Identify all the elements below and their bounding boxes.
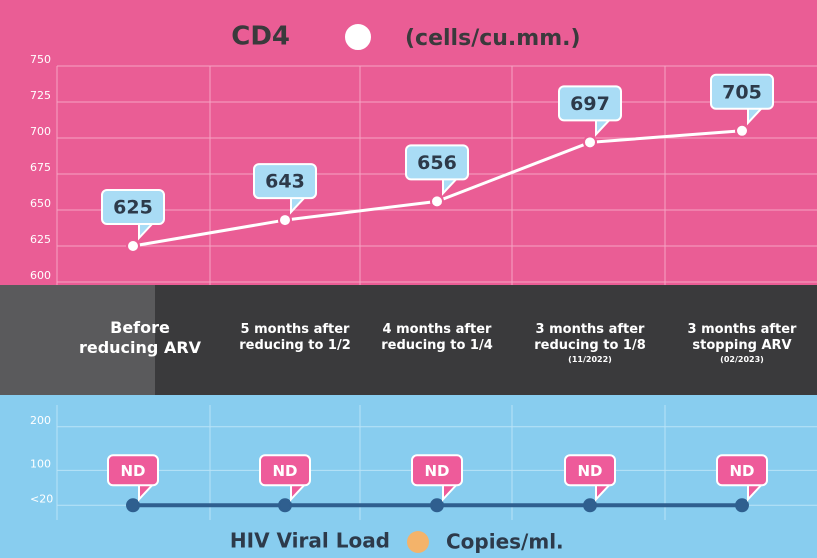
data-label: ND	[577, 462, 602, 480]
y-tick-label: 675	[30, 161, 51, 174]
x-tick-label: 4 months after reducing to 1/4	[367, 322, 507, 355]
callout	[101, 189, 165, 225]
virus-icon	[407, 531, 429, 553]
point	[278, 213, 292, 228]
callout	[716, 454, 768, 487]
category-note: (11/2022)	[568, 354, 612, 364]
data-label: 643	[265, 171, 305, 193]
point	[430, 498, 444, 513]
data-label: 656	[417, 152, 457, 174]
data-label: ND	[120, 462, 145, 480]
category-text: 4 months after reducing to 1/4	[381, 322, 493, 354]
chart-title: HIV Viral Load	[230, 529, 390, 553]
y-tick-label: 750	[30, 53, 51, 66]
y-tick-label: 625	[30, 233, 51, 246]
point	[735, 498, 749, 513]
data-label: ND	[424, 462, 449, 480]
point	[430, 194, 444, 209]
category-text: Before reducing ARV	[78, 318, 202, 357]
point	[735, 123, 749, 138]
cell-icon	[343, 22, 373, 52]
chart-subtitle: Copies/ml.	[446, 530, 564, 554]
callout	[107, 454, 159, 487]
callout	[405, 144, 469, 181]
point	[583, 135, 597, 150]
y-tick-label: 600	[30, 269, 51, 282]
y-tick-label: 700	[30, 125, 51, 138]
callout	[411, 454, 463, 487]
data-label: 705	[722, 81, 762, 103]
callout	[259, 454, 311, 487]
category-text: 5 months after reducing to 1/2	[239, 322, 351, 354]
callout	[253, 163, 317, 200]
callout	[558, 85, 622, 122]
data-label: 697	[570, 93, 610, 115]
y-tick-label: 725	[30, 89, 51, 102]
category-text: 3 months after stopping ARV	[687, 322, 797, 354]
point	[126, 498, 140, 513]
cd4-panel	[0, 0, 817, 285]
y-tick-label: 100	[30, 457, 51, 470]
point	[278, 498, 292, 513]
callout	[710, 73, 774, 110]
y-tick-label: <20	[30, 492, 53, 505]
chart-subtitle: (cells/cu.mm.)	[405, 26, 581, 51]
data-label: 625	[113, 197, 153, 219]
callout	[564, 454, 616, 487]
category-highlight	[0, 285, 155, 395]
y-tick-label: 650	[30, 197, 51, 210]
x-tick-label: 3 months after stopping ARV (02/2023)	[672, 322, 812, 365]
y-tick-label: 200	[30, 414, 51, 427]
category-note: (02/2023)	[720, 354, 764, 364]
point	[126, 239, 140, 253]
category-text: 3 months after reducing to 1/8	[534, 322, 646, 354]
point	[583, 498, 597, 513]
x-tick-label: 5 months after reducing to 1/2	[225, 322, 365, 355]
data-label: ND	[272, 462, 297, 480]
x-tick-label: Before reducing ARV	[78, 318, 203, 358]
x-tick-label: 3 months after reducing to 1/8 (11/2022)	[520, 322, 660, 365]
vertical-grid	[56, 405, 666, 520]
data-label: ND	[729, 462, 754, 480]
chart-title: CD4	[231, 22, 290, 52]
